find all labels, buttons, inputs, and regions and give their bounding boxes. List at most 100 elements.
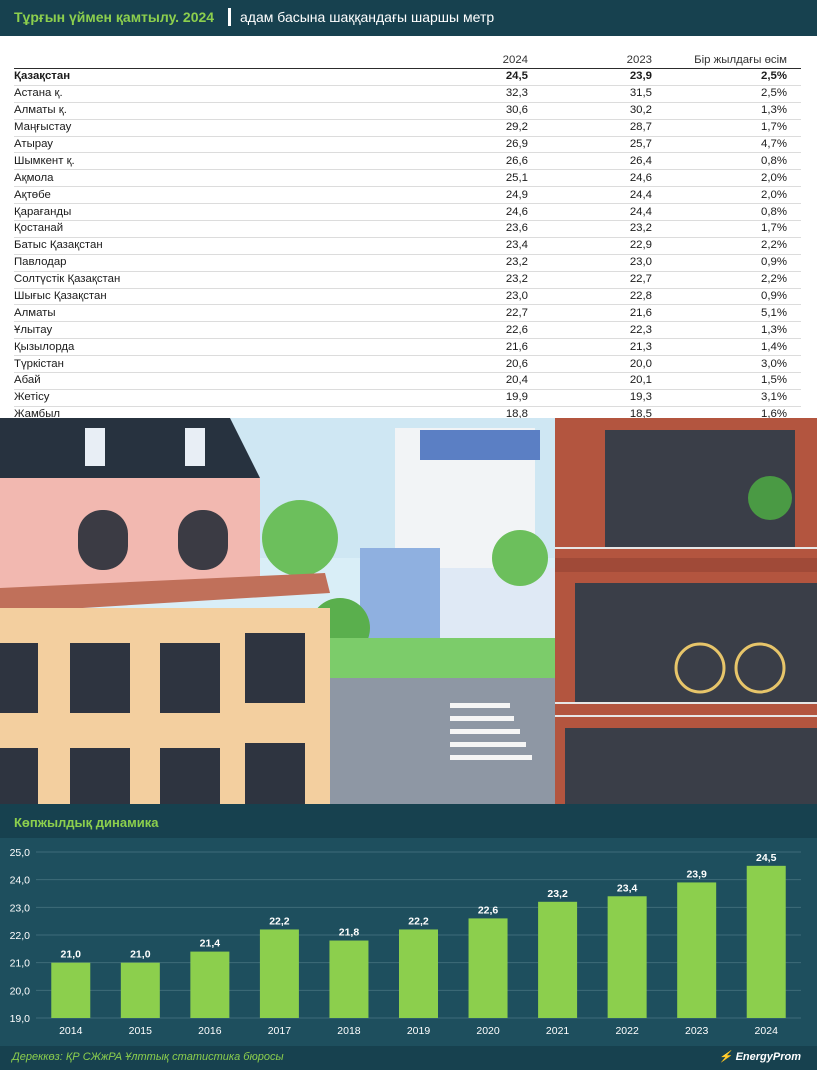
value-2024-cell: 26,6 [388, 152, 542, 171]
table-row: Абай 20,4 20,1 1,5% [14, 372, 801, 390]
value-2023-cell: 26,4 [542, 152, 666, 171]
growth-cell: 3,1% [666, 389, 801, 407]
growth-cell: 0,8% [666, 152, 801, 171]
growth-cell: 4,7% [666, 136, 801, 154]
page-title: Тұрғын үймен қамтылу. 2024 [14, 9, 215, 25]
value-2024-cell: 25,1 [388, 169, 542, 188]
value-2024-cell: 32,3 [388, 85, 542, 103]
column-header-growth: Бір жылдағы өсім [666, 52, 801, 69]
data-label: 23,9 [686, 868, 707, 880]
table-row: Жетісу 19,9 19,3 3,1% [14, 389, 801, 407]
table-row: Ұлытау 22,6 22,3 1,3% [14, 321, 801, 340]
table-row: Солтүстік Қазақстан 23,2 22,7 2,2% [14, 271, 801, 289]
bar [607, 896, 647, 1018]
region-cell: Батыс Қазақстан [14, 237, 388, 255]
value-2023-cell: 22,8 [542, 288, 666, 306]
data-label: 21,8 [339, 927, 360, 939]
value-2024-cell: 20,4 [388, 372, 542, 390]
column-header-region [14, 52, 388, 69]
data-label: 23,4 [617, 882, 638, 894]
table-panel: 2024 2023 Бір жылдағы өсім Қазақстан 24,5… [0, 36, 817, 424]
x-tick-label: 2016 [198, 1025, 222, 1037]
region-cell: Солтүстік Қазақстан [14, 271, 388, 289]
value-2023-cell: 19,3 [542, 389, 666, 407]
value-2023-cell: 30,2 [542, 102, 666, 120]
bar-chart: 19,0 20,0 21,0 22,0 23,0 24,0 25,0 21,0 2014 21,0… [10, 847, 801, 1037]
y-tick-label: 22,0 [10, 930, 31, 942]
value-2024-cell: 22,6 [388, 321, 542, 340]
table-row: Алматы қ. 30,6 30,2 1,3% [14, 102, 801, 120]
table-row: Ақмола 25,1 24,6 2,0% [14, 169, 801, 188]
chart-panel: 19,0 20,0 21,0 22,0 23,0 24,0 25,0 21,0 2014 21,0… [0, 838, 817, 1046]
table-row: Шымкент қ. 26,6 26,4 0,8% [14, 152, 801, 171]
value-2023-cell: 21,6 [542, 304, 666, 323]
growth-cell: 1,7% [666, 119, 801, 137]
data-label: 21,0 [61, 949, 82, 961]
y-tick-label: 20,0 [10, 985, 31, 997]
x-tick-label: 2024 [755, 1025, 779, 1037]
value-2023-cell: 23,2 [542, 220, 666, 238]
y-tick-label: 23,0 [10, 902, 31, 914]
data-label: 24,5 [756, 852, 777, 864]
regions-table: 2024 2023 Бір жылдағы өсім Қазақстан 24,5… [14, 52, 801, 424]
growth-cell: 0,9% [666, 254, 801, 272]
y-tick-label: 25,0 [10, 847, 31, 859]
value-2023-cell: 24,6 [542, 169, 666, 188]
value-2024-cell: 23,4 [388, 237, 542, 255]
region-cell: Қызылорда [14, 338, 388, 357]
growth-cell: 2,0% [666, 186, 801, 205]
table-body: Қазақстан 24,5 23,9 2,5% Астана қ. 32,3 31,5 2,… [14, 68, 801, 424]
value-2024-cell: 24,6 [388, 203, 542, 222]
bar [746, 865, 786, 1018]
value-2024-cell: 30,6 [388, 102, 542, 120]
value-2023-cell: 31,5 [542, 85, 666, 103]
value-2023-cell: 22,7 [542, 271, 666, 289]
x-tick-label: 2023 [685, 1025, 709, 1037]
x-tick-label: 2020 [476, 1025, 500, 1037]
region-cell: Ақтөбе [14, 186, 388, 205]
brand-logo: ⚡ EnergyProm [718, 1051, 801, 1063]
value-2023-cell: 23,9 [542, 68, 666, 86]
x-tick-label: 2022 [615, 1025, 639, 1037]
chart-title: Көпжылдық динамика [14, 815, 159, 830]
table-row: Ақтөбе 24,9 24,4 2,0% [14, 186, 801, 205]
value-2024-cell: 19,9 [388, 389, 542, 407]
data-label: 22,6 [478, 904, 499, 916]
growth-cell: 2,2% [666, 271, 801, 289]
data-label: 23,2 [547, 888, 568, 900]
growth-cell: 2,2% [666, 237, 801, 255]
table-row: Қазақстан 24,5 23,9 2,5% [14, 68, 801, 86]
region-cell: Павлодар [14, 254, 388, 272]
region-cell: Ақмола [14, 169, 388, 188]
value-2023-cell: 21,3 [542, 338, 666, 357]
value-2024-cell: 23,0 [388, 288, 542, 306]
value-2024-cell: 29,2 [388, 119, 542, 137]
brand-name: EnergyProm [735, 1051, 801, 1063]
value-2023-cell: 23,0 [542, 254, 666, 272]
x-tick-label: 2014 [59, 1025, 83, 1037]
region-cell: Атырау [14, 136, 388, 154]
title-separator [228, 8, 231, 26]
table-row: Шығыс Қазақстан 23,0 22,8 0,9% [14, 288, 801, 306]
x-tick-label: 2017 [268, 1025, 292, 1037]
value-2024-cell: 24,5 [388, 68, 542, 86]
growth-cell: 1,5% [666, 372, 801, 390]
table-row: Түркістан 20,6 20,0 3,0% [14, 355, 801, 374]
value-2024-cell: 23,2 [388, 254, 542, 272]
value-2024-cell: 24,9 [388, 186, 542, 205]
y-tick-label: 21,0 [10, 958, 31, 970]
page-subtitle: адам басына шаққандағы шаршы метр [240, 9, 495, 25]
table-row: Павлодар 23,2 23,0 0,9% [14, 254, 801, 272]
value-2024-cell: 23,2 [388, 271, 542, 289]
table-row: Батыс Қазақстан 23,4 22,9 2,2% [14, 237, 801, 255]
growth-cell: 2,5% [666, 68, 801, 86]
growth-cell: 0,9% [666, 288, 801, 306]
growth-cell: 5,1% [666, 304, 801, 323]
bar [329, 940, 369, 1018]
bar [120, 962, 160, 1018]
table-row: Қостанай 23,6 23,2 1,7% [14, 220, 801, 238]
region-cell: Қазақстан [14, 68, 388, 86]
growth-cell: 1,7% [666, 220, 801, 238]
column-header-2023: 2023 [542, 52, 666, 69]
table-row: Астана қ. 32,3 31,5 2,5% [14, 85, 801, 103]
